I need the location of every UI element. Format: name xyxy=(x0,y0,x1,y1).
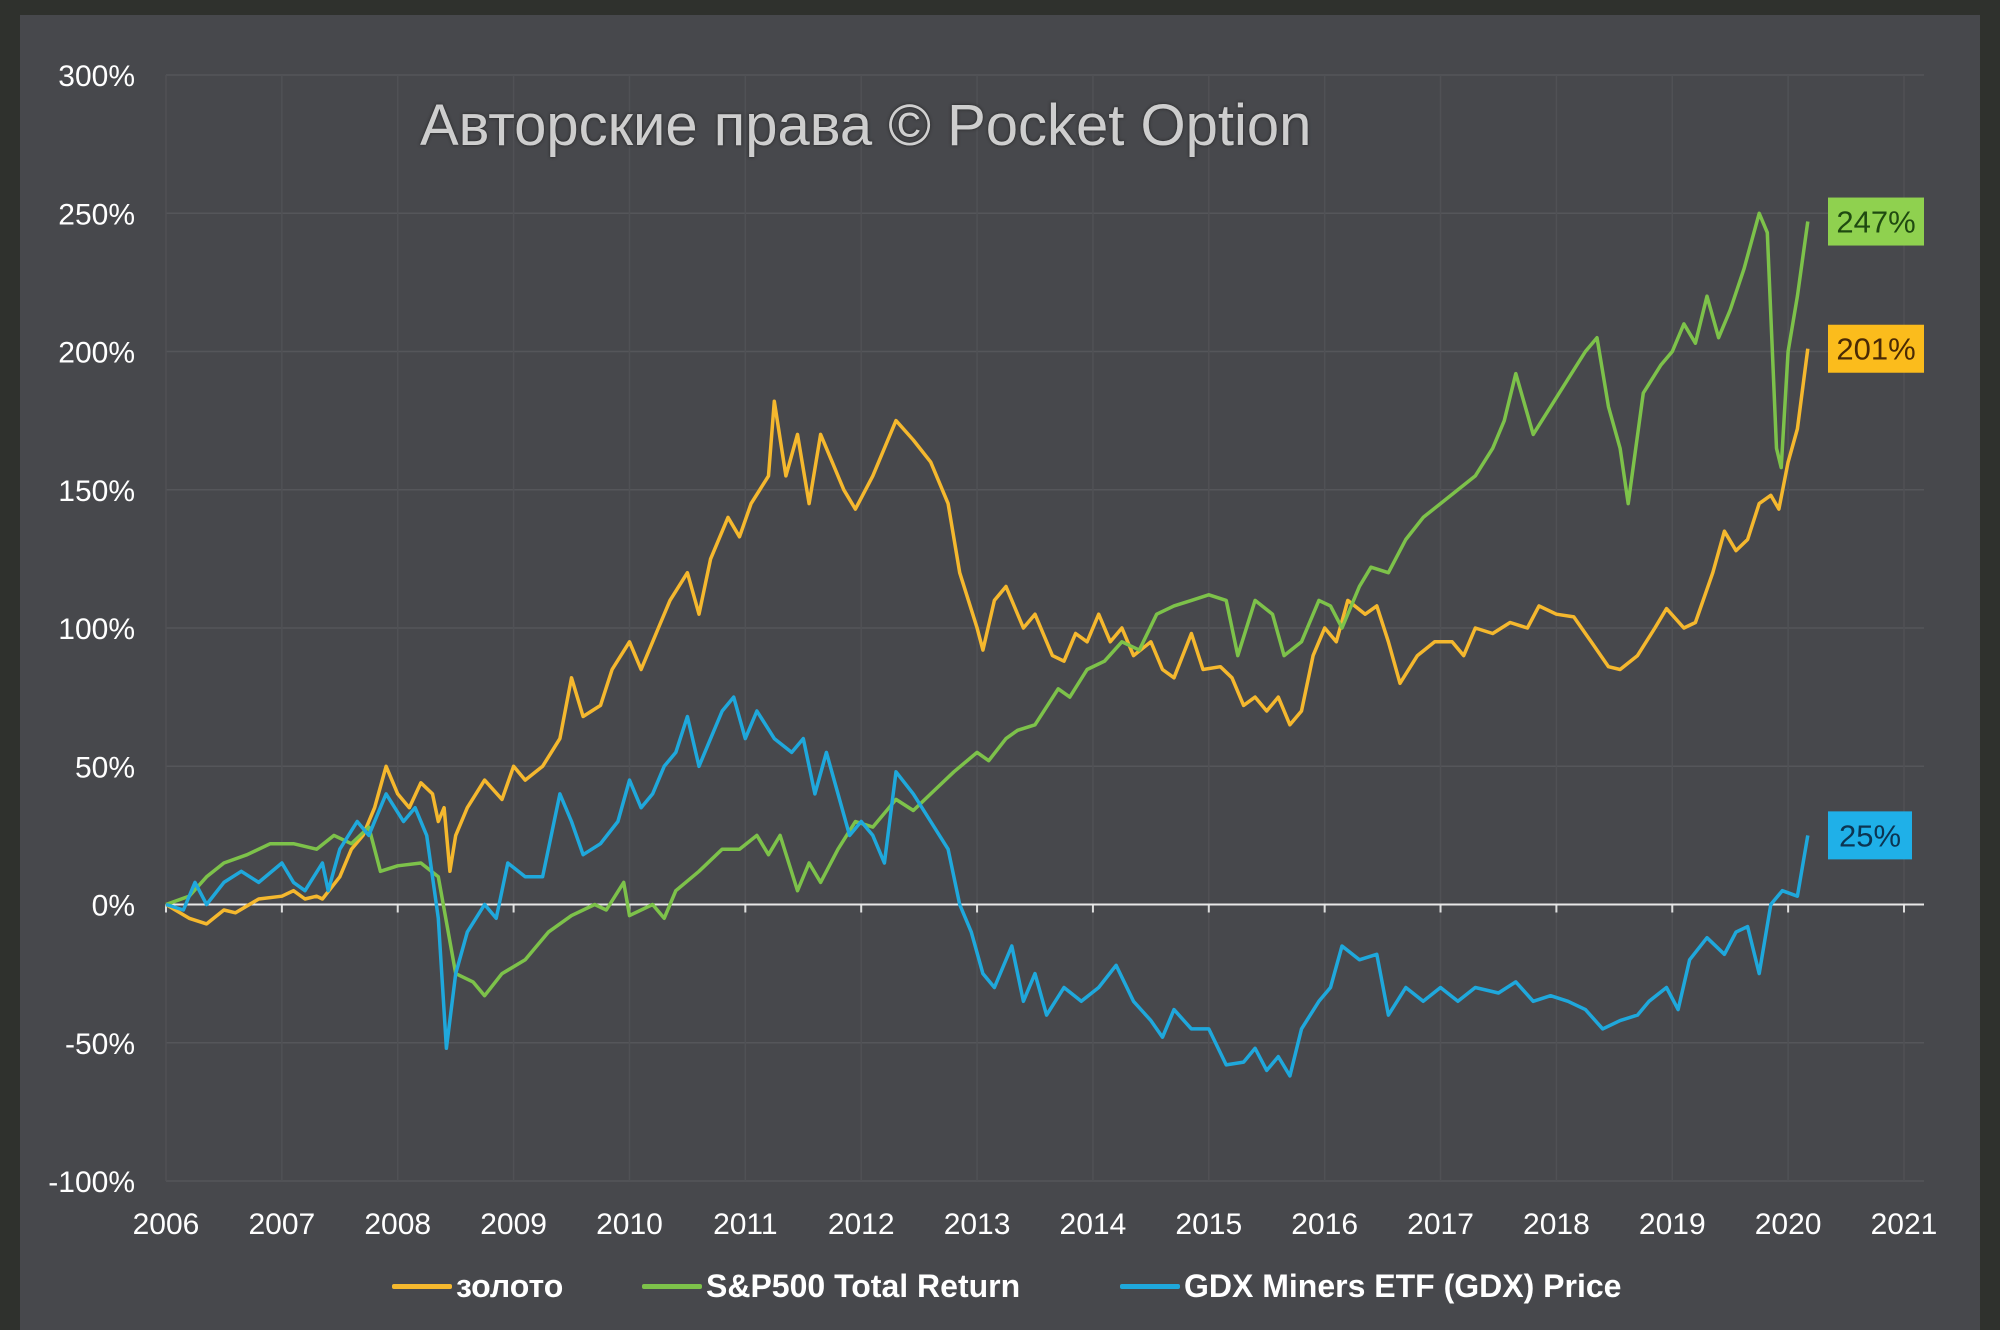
legend: золото S&P500 Total Return GDX Miners ET… xyxy=(0,1268,2000,1312)
y-tick-label: 100% xyxy=(58,613,135,646)
x-tick-label: 2014 xyxy=(1060,1208,1127,1241)
chart-panel xyxy=(20,15,1980,1330)
series-line-gdx xyxy=(165,695,1810,1078)
x-tick-label: 2007 xyxy=(248,1208,315,1241)
legend-item-sp500: S&P500 Total Return xyxy=(642,1268,1020,1305)
legend-label-sp500: S&P500 Total Return xyxy=(706,1268,1021,1304)
x-tick-label: 2016 xyxy=(1291,1208,1358,1241)
end-label-box-gold xyxy=(1828,324,1924,373)
x-tick-label: 2008 xyxy=(364,1208,431,1241)
x-tick-label: 2021 xyxy=(1871,1208,1938,1241)
x-tick-label: 2013 xyxy=(944,1208,1011,1241)
legend-swatch-sp500 xyxy=(642,1284,702,1289)
legend-label-gold: золото xyxy=(456,1268,564,1304)
series-line-gold xyxy=(165,348,1810,926)
x-tick-label: 2006 xyxy=(133,1208,200,1241)
end-label-gdx: 25% xyxy=(1839,818,1901,853)
x-tick-label: 2009 xyxy=(480,1208,547,1241)
y-tick-label: 150% xyxy=(58,475,135,508)
x-tick-label: 2018 xyxy=(1523,1208,1590,1241)
x-tick-label: 2010 xyxy=(596,1208,663,1241)
watermark: Авторские права © Pocket Option xyxy=(420,93,1312,158)
x-tick-label: 2012 xyxy=(828,1208,895,1241)
y-tick-label: 50% xyxy=(75,751,135,784)
legend-item-gold: золото xyxy=(392,1268,563,1305)
end-label-gold: 201% xyxy=(1836,332,1915,367)
legend-label-gdx: GDX Miners ETF (GDX) Price xyxy=(1184,1268,1622,1304)
y-tick-label: 300% xyxy=(58,60,135,93)
series-line-sp500 xyxy=(165,211,1810,998)
x-tick-label: 2011 xyxy=(713,1208,778,1241)
y-tick-label: -100% xyxy=(48,1166,135,1199)
end-label-sp500: 247% xyxy=(1836,205,1915,240)
y-tick-label: 0% xyxy=(92,890,135,923)
x-tick-label: 2017 xyxy=(1407,1208,1474,1241)
y-tick-label: 250% xyxy=(58,198,135,231)
x-tick-label: 2020 xyxy=(1755,1208,1822,1241)
end-label-box-sp500 xyxy=(1828,197,1924,246)
legend-item-gdx: GDX Miners ETF (GDX) Price xyxy=(1120,1268,1621,1305)
x-tick-label: 2019 xyxy=(1639,1208,1706,1241)
legend-swatch-gold xyxy=(392,1284,452,1289)
y-tick-label: 200% xyxy=(58,337,135,370)
y-tick-label: -50% xyxy=(65,1028,135,1061)
end-label-box-gdx xyxy=(1828,811,1912,860)
legend-swatch-gdx xyxy=(1120,1284,1180,1289)
x-tick-label: 2015 xyxy=(1175,1208,1242,1241)
